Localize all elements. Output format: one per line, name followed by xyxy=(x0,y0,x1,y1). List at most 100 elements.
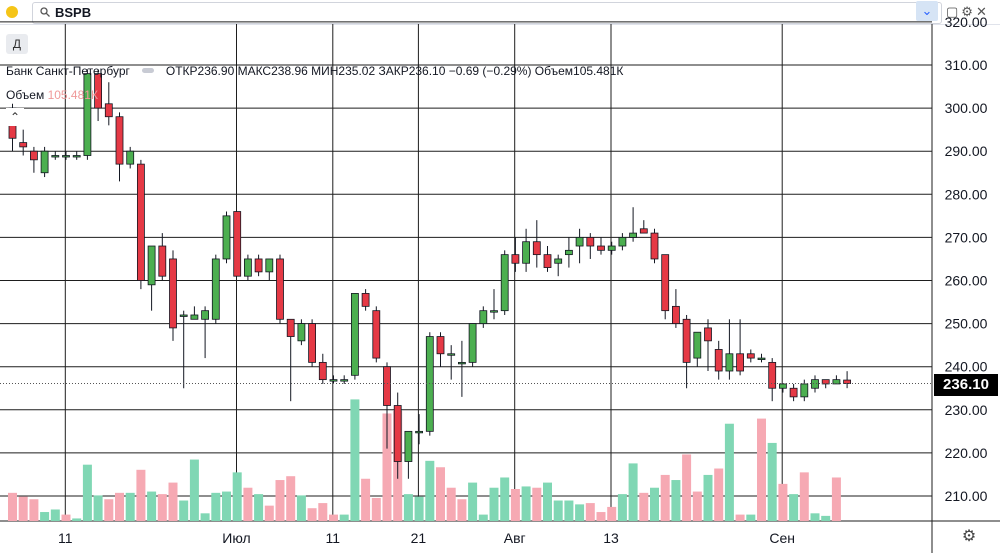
y-tick-label: 290.00 xyxy=(945,143,988,159)
volume-bar xyxy=(157,494,167,521)
candle-body xyxy=(672,305,680,324)
candle-body xyxy=(147,245,156,286)
candle-body xyxy=(704,327,712,342)
volume-bar xyxy=(489,487,499,521)
candle-body xyxy=(308,323,317,363)
volume-label: Объем xyxy=(6,88,45,102)
volume-bar xyxy=(682,454,692,521)
candle-body xyxy=(779,383,787,389)
x-tick-label: Сен xyxy=(769,530,795,546)
y-tick-label: 230.00 xyxy=(945,402,988,418)
candle-body xyxy=(404,430,413,462)
volume-bar xyxy=(532,487,542,521)
candle-body xyxy=(126,150,135,165)
volume-value: 105.481К xyxy=(47,88,98,102)
volume-bar xyxy=(778,483,788,521)
volume-bar xyxy=(821,515,831,521)
candle-body xyxy=(383,366,391,406)
candle-body xyxy=(565,249,573,256)
candle-body xyxy=(222,215,231,260)
volume-bar xyxy=(104,499,114,521)
volume-bar xyxy=(746,514,756,521)
candle-body xyxy=(597,245,605,251)
volume-bar xyxy=(799,472,809,521)
candle-body xyxy=(243,258,252,277)
volume-bar xyxy=(61,514,71,521)
volume-bar xyxy=(361,478,371,521)
candle-body xyxy=(62,155,70,158)
candle-body xyxy=(297,323,306,342)
candle-body xyxy=(211,258,220,320)
volume-bar xyxy=(72,518,82,521)
series-legend: Банк Санкт-Петербург ОТКР236.90 МАКС238.9… xyxy=(6,64,623,78)
volume-bar xyxy=(468,482,478,521)
y-tick-label: 240.00 xyxy=(945,359,988,375)
collapse-legend-icon[interactable]: ⌃ xyxy=(6,108,24,126)
candle-body xyxy=(83,73,92,156)
candle-body xyxy=(532,241,541,256)
candle-body xyxy=(650,232,659,260)
gear-icon[interactable]: ⚙ xyxy=(961,4,976,19)
volume-bar xyxy=(543,482,552,521)
volume-bar xyxy=(724,423,734,521)
close-icon[interactable]: ✕ xyxy=(975,4,990,19)
x-tick-label: Авг xyxy=(504,530,526,546)
candle-body xyxy=(415,430,424,434)
volume-bar xyxy=(564,500,574,521)
search-icon xyxy=(40,7,50,17)
volume-bar xyxy=(660,474,670,521)
candle-body xyxy=(714,349,723,372)
candle-body xyxy=(233,211,242,277)
chevron-down-icon[interactable]: ⌄ xyxy=(916,1,938,21)
symbol-search-input[interactable]: BSPB xyxy=(32,2,942,24)
candle-body xyxy=(757,357,766,360)
candle-body xyxy=(276,258,284,320)
candle-body xyxy=(725,353,734,372)
volume-bar xyxy=(168,482,178,521)
candle-body xyxy=(19,142,28,148)
candle-body xyxy=(40,150,49,174)
candle-body xyxy=(843,379,851,384)
volume-bar xyxy=(200,513,210,521)
instrument-name: Банк Санкт-Петербург xyxy=(6,64,130,78)
volume-bar xyxy=(425,460,435,521)
candle-body xyxy=(490,310,498,313)
candle-body xyxy=(618,236,627,247)
volume-bar xyxy=(339,514,349,521)
y-tick-label: 310.00 xyxy=(945,57,988,73)
window-controls[interactable]: ▢⚙✕ xyxy=(946,4,990,20)
candle-body xyxy=(201,310,210,320)
candle-body xyxy=(479,310,488,325)
y-tick-label: 260.00 xyxy=(945,273,988,289)
candle-body xyxy=(393,405,402,462)
volume-bar xyxy=(29,499,39,521)
volume-legend: Объем 105.481К xyxy=(6,88,98,102)
volume-bar xyxy=(650,487,659,521)
interval-button[interactable]: Д xyxy=(6,34,28,54)
restore-icon[interactable]: ▢ xyxy=(946,4,962,19)
x-tick-label: 11 xyxy=(326,530,341,546)
current-price-label: 236.10 xyxy=(934,374,998,396)
candle-body xyxy=(286,318,295,337)
x-tick-label: 21 xyxy=(411,530,427,546)
y-tick-label: 280.00 xyxy=(945,186,988,202)
top-toolbar: BSPB ⌄ ▢⚙✕ xyxy=(0,0,1000,25)
candle-body xyxy=(746,353,755,359)
y-tick-label: 270.00 xyxy=(945,229,988,245)
candle-body xyxy=(661,254,670,312)
volume-bar xyxy=(789,494,799,521)
status-dot-icon xyxy=(6,6,18,18)
volume-bar xyxy=(831,477,841,521)
volume-bar xyxy=(617,494,627,521)
candle-body xyxy=(682,318,691,363)
settings-gear-icon[interactable]: ⚙ xyxy=(961,528,977,545)
candle-body xyxy=(736,353,744,372)
volume-bar xyxy=(254,494,264,521)
volume-bar xyxy=(671,480,681,521)
candle-body xyxy=(447,353,456,356)
legend-toggle-icon[interactable] xyxy=(141,68,154,74)
volume-bar xyxy=(82,464,92,521)
volume-bar xyxy=(810,513,820,521)
y-tick-label: 300.00 xyxy=(945,100,988,116)
